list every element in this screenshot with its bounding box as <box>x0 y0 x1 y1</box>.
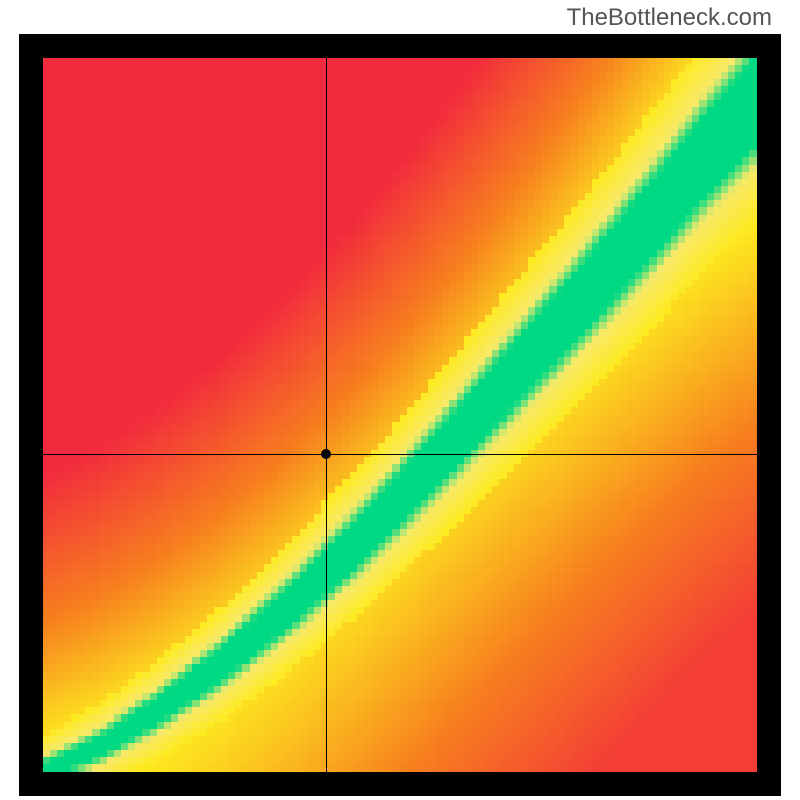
crosshair-horizontal <box>43 454 757 455</box>
watermark: TheBottleneck.com <box>567 4 772 32</box>
crosshair-vertical <box>326 58 327 772</box>
heatmap-canvas <box>43 58 757 772</box>
plot-area <box>43 58 757 772</box>
crosshair-point <box>321 449 331 459</box>
chart-container: TheBottleneck.com <box>0 0 800 800</box>
plot-frame <box>19 34 781 796</box>
